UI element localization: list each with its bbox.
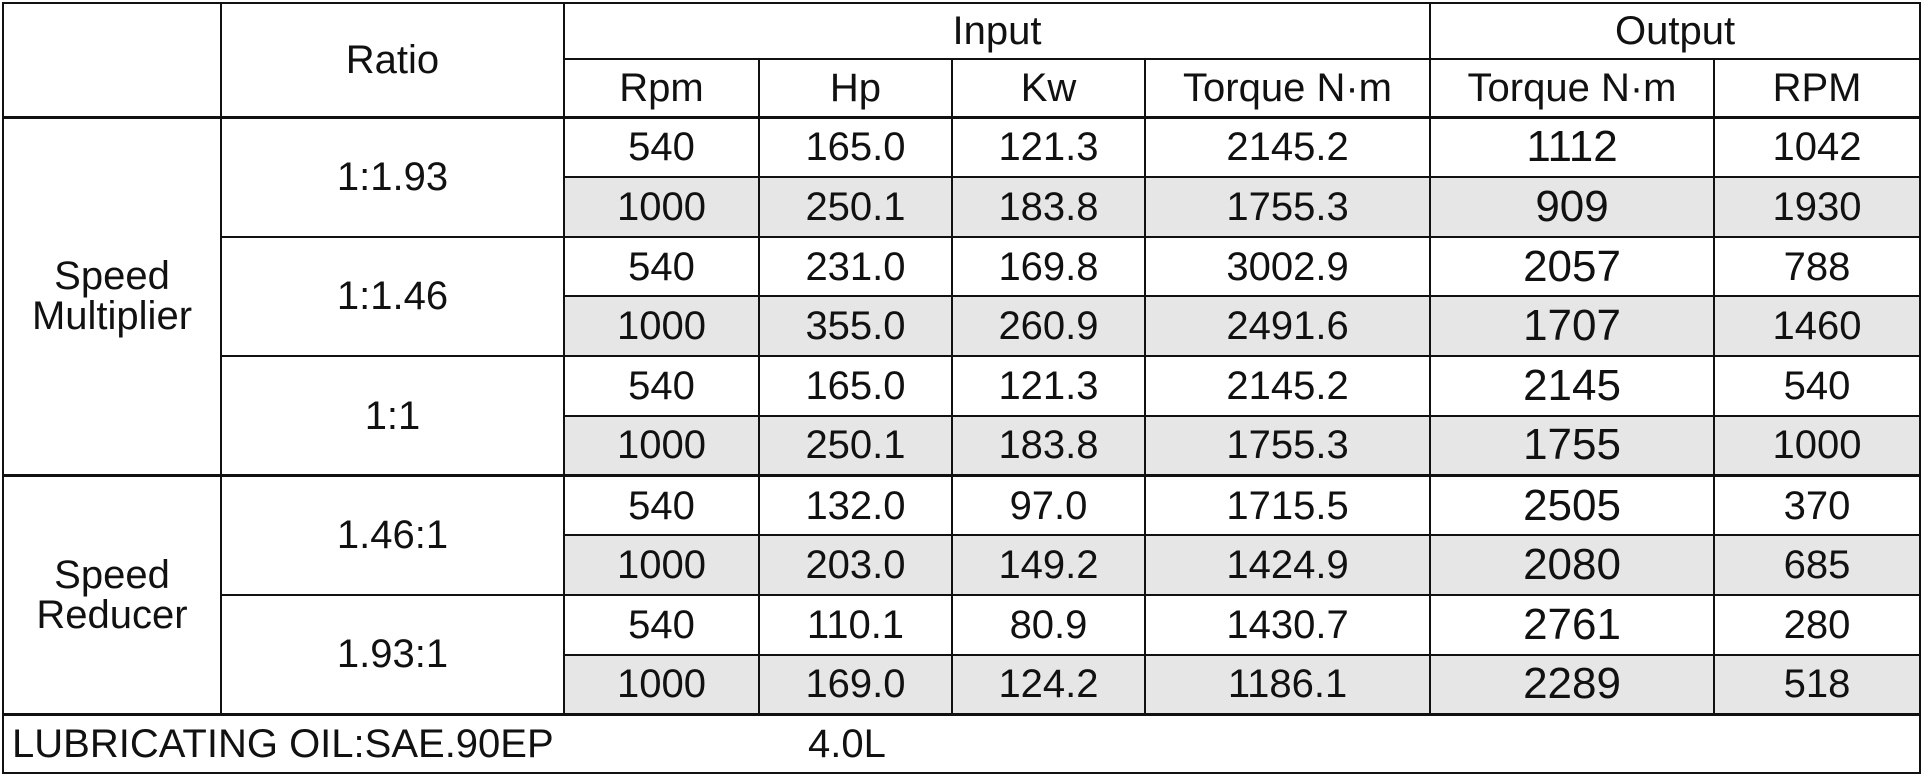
- kw-cell: 183.8: [951, 176, 1146, 238]
- torque-out-cell: 2505: [1429, 473, 1716, 537]
- col-header-rpm: Rpm: [563, 57, 760, 119]
- torque-out-cell: 2080: [1429, 534, 1716, 596]
- header-row-2: Rpm Hp Kw Torque N·m Torque N·m RPM: [3, 57, 1922, 119]
- rpm-out-cell: 540: [1713, 355, 1922, 417]
- rpm-out-cell: 788: [1713, 235, 1922, 298]
- group-label-line1: Speed: [54, 552, 170, 597]
- table-row: Speed Multiplier 1:1.93 540 165.0 121.3 …: [2, 115, 1922, 477]
- hp-cell: 355.0: [758, 295, 953, 358]
- rpm-out-cell: 370: [1713, 473, 1922, 537]
- group-label-reducer: Speed Reducer: [2, 473, 222, 716]
- rpm-out-cell: 518: [1713, 653, 1922, 716]
- table-row: 1000 169.0 124.2 1186.1 2289 518: [3, 653, 1922, 716]
- torque-out-cell: 2289: [1429, 653, 1716, 716]
- rpm-out-cell: 1930: [1713, 176, 1922, 238]
- torque-in-cell: 2491.6: [1143, 295, 1432, 358]
- torque-in-cell: 1755.3: [1143, 176, 1432, 238]
- hp-cell: 165.0: [758, 115, 953, 178]
- col-header-hp: Hp: [758, 57, 953, 119]
- kw-cell: 183.8: [951, 414, 1146, 477]
- hp-cell: 165.0: [758, 355, 953, 417]
- kw-cell: 260.9: [951, 295, 1146, 358]
- kw-cell: 169.8: [951, 235, 1146, 298]
- kw-cell: 124.2: [951, 653, 1146, 716]
- rpm-cell: 540: [563, 473, 760, 537]
- table-row: 1:1.46 540 231.0 169.8 3002.9 2057 788: [3, 235, 1922, 358]
- input-header: Input: [562, 2, 1432, 60]
- table-row: 1000 250.1 183.8 1755.3 909 1930: [3, 176, 1922, 238]
- rpm-cell: 1000: [563, 653, 760, 716]
- rpm-cell: 540: [563, 355, 760, 417]
- ratio-cell: 1.46:1: [220, 473, 565, 596]
- hp-cell: 250.1: [758, 414, 953, 477]
- lubricating-oil-label: LUBRICATING OIL:SAE.90EP: [2, 712, 759, 774]
- torque-in-cell: 3002.9: [1143, 235, 1432, 298]
- kw-cell: 149.2: [951, 534, 1146, 596]
- torque-out-cell: 909: [1429, 176, 1716, 238]
- rpm-cell: 1000: [563, 295, 760, 358]
- table-row: 1.93:1 540 110.1 80.9 1430.7 2761 280: [3, 593, 1922, 716]
- rpm-cell: 540: [563, 115, 760, 178]
- lubricating-oil-volume: 4.0L: [759, 712, 1922, 774]
- col-header-torque-in: Torque N·m: [1143, 57, 1432, 119]
- ratio-cell: 1:1.93: [220, 115, 565, 238]
- footer-row: LUBRICATING OIL:SAE.90EP 4.0L: [2, 712, 1922, 774]
- torque-out-cell: 1112: [1429, 115, 1716, 178]
- ratio-header: Ratio: [220, 1, 565, 119]
- group-label-line2: Multiplier: [31, 294, 193, 339]
- torque-in-cell: 1715.5: [1143, 473, 1432, 537]
- group-label-line1: Speed: [54, 254, 170, 299]
- table-row: 1000 250.1 183.8 1755.3 1755 1000: [3, 414, 1922, 477]
- rpm-cell: 1000: [563, 414, 760, 477]
- output-header: Output: [1429, 2, 1922, 60]
- rpm-out-cell: 1460: [1713, 295, 1922, 358]
- hp-cell: 203.0: [758, 534, 953, 596]
- torque-in-cell: 2145.2: [1143, 355, 1432, 417]
- rpm-out-cell: 1042: [1713, 115, 1922, 178]
- col-header-rpm-out: RPM: [1713, 57, 1922, 119]
- ratio-cell: 1.93:1: [220, 593, 565, 716]
- rpm-out-cell: 1000: [1713, 414, 1922, 477]
- hp-cell: 110.1: [758, 593, 953, 656]
- kw-cell: 80.9: [951, 593, 1146, 656]
- rpm-out-cell: 685: [1713, 534, 1922, 596]
- lubricating-oil-volume-text: 4.0L: [808, 721, 886, 766]
- torque-in-cell: 1186.1: [1143, 653, 1432, 716]
- torque-out-cell: 2057: [1429, 235, 1716, 298]
- rpm-cell: 1000: [563, 176, 760, 238]
- kw-cell: 121.3: [951, 115, 1146, 178]
- torque-in-cell: 1430.7: [1143, 593, 1432, 656]
- hp-cell: 132.0: [758, 473, 953, 537]
- hp-cell: 169.0: [758, 653, 953, 716]
- torque-in-cell: 1424.9: [1143, 534, 1432, 596]
- torque-in-cell: 1755.3: [1143, 414, 1432, 477]
- rpm-cell: 540: [563, 593, 760, 656]
- hp-cell: 250.1: [758, 176, 953, 238]
- hp-cell: 231.0: [758, 235, 953, 298]
- ratio-cell: 1:1.46: [220, 235, 565, 358]
- torque-out-cell: 1755: [1429, 414, 1716, 477]
- col-header-torque-out: Torque N·m: [1429, 57, 1716, 119]
- rpm-cell: 1000: [563, 534, 760, 596]
- table-row: Speed Reducer 1.46:1 540 132.0 97.0 1715…: [2, 473, 1922, 716]
- ratio-cell: 1:1: [220, 355, 565, 477]
- table-row: 1000 355.0 260.9 2491.6 1707 1460: [3, 295, 1922, 358]
- table-row: 1000 203.0 149.2 1424.9 2080 685: [3, 534, 1922, 596]
- torque-in-cell: 2145.2: [1143, 115, 1432, 178]
- group-label-multiplier: Speed Multiplier: [2, 115, 222, 477]
- header-row-1: Ratio Input Output: [2, 1, 1922, 119]
- torque-out-cell: 2145: [1429, 355, 1716, 417]
- torque-out-cell: 1707: [1429, 295, 1716, 358]
- col-header-kw: Kw: [951, 57, 1146, 119]
- rpm-out-cell: 280: [1713, 593, 1922, 656]
- kw-cell: 121.3: [951, 355, 1146, 417]
- torque-out-cell: 2761: [1429, 593, 1716, 656]
- group-label-line2: Reducer: [36, 592, 188, 637]
- corner-cell: [2, 1, 222, 119]
- rpm-cell: 540: [563, 235, 760, 298]
- kw-cell: 97.0: [951, 473, 1146, 537]
- table-row: 1:1 540 165.0 121.3 2145.2 2145 540: [3, 355, 1922, 477]
